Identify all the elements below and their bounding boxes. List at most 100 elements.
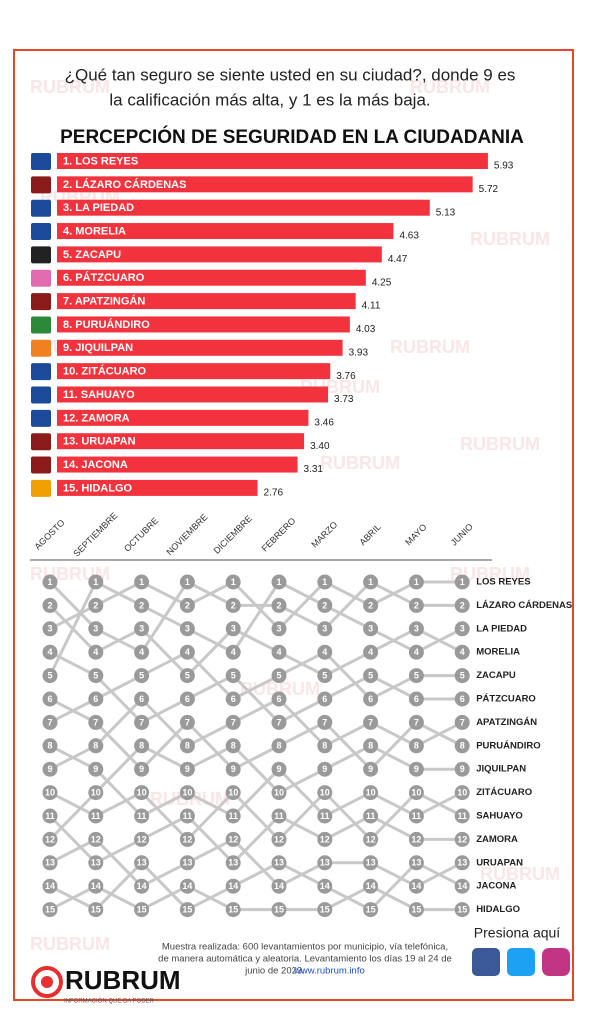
legend-label: PURUÁNDIRO [476,740,540,751]
legend-label: JACONA [476,881,516,892]
rank-number: 9 [414,764,419,774]
rank-number: 12 [91,834,101,844]
value-label: 3.76 [336,371,356,382]
rank-number: 6 [414,694,419,704]
rank-dot [363,831,379,847]
rank-number: 7 [414,717,419,727]
legend-label: LOS REYES [476,577,530,588]
rank-dot [42,691,58,707]
rank-dot [179,831,195,847]
rank-number: 1 [47,577,52,587]
rank-number: 2 [322,600,327,610]
rank-dot [88,855,104,871]
watermark: RUBRUM [480,864,560,884]
value-label: 5.72 [479,184,499,195]
twitter-icon[interactable] [507,948,535,976]
rank-dot [88,644,104,660]
question: ¿Qué tan seguro se siente usted en su ci… [65,65,516,84]
rank-number: 5 [139,670,144,680]
rank-dot [454,902,470,918]
rank-dot [271,574,287,590]
rank-number: 3 [231,624,236,634]
rank-dot [317,714,333,730]
party-logo [31,269,51,287]
legend-label: PÁTZCUARO [476,694,536,705]
rank-number: 3 [93,624,98,634]
rank-number: 1 [139,577,144,587]
rank-dot [271,714,287,730]
rank-dot [317,621,333,637]
rank-number: 11 [457,811,467,821]
rank-dot [317,761,333,777]
rank-number: 9 [47,764,52,774]
rank-line [49,790,463,842]
rank-number: 4 [231,647,236,657]
rank-dot [134,597,150,613]
rank-number: 3 [139,624,144,634]
bar-label: 5. ZACAPU [63,249,121,261]
bar-label: 1. LOS REYES [63,155,138,167]
rank-dot [271,644,287,660]
rank-dot [88,597,104,613]
rank-dot [271,621,287,637]
rank-dot [454,668,470,684]
rank-number: 11 [366,811,376,821]
rank-dot [454,644,470,660]
instagram-icon[interactable] [542,948,570,976]
rank-dot [454,878,470,894]
rank-dot [408,597,424,613]
rank-number: 1 [276,577,281,587]
rank-dot [271,831,287,847]
bar-label: 8. PURUÁNDIRO [63,318,150,331]
rank-dot [88,902,104,918]
facebook-icon[interactable] [472,948,500,976]
month-label: DICIEMBRE [212,513,254,555]
rank-number: 14 [366,881,376,891]
rank-number: 13 [228,858,238,868]
rank-dot [42,785,58,801]
rank-number: 10 [91,787,101,797]
rank-dot [179,668,195,684]
rank-number: 15 [182,904,192,914]
party-logo [31,386,51,404]
rank-dot [225,738,241,754]
rank-number: 5 [414,670,419,680]
rank-number: 13 [274,858,284,868]
rank-number: 3 [322,624,327,634]
rank-number: 10 [411,787,421,797]
rank-number: 13 [457,858,467,868]
bar-label: 14. JACONA [63,459,128,471]
rank-number: 13 [366,858,376,868]
bar [57,293,356,310]
bar [57,269,366,286]
rank-number: 6 [368,694,373,704]
rank-dot [134,668,150,684]
rank-dot [179,808,195,824]
rank-number: 14 [320,881,330,891]
rank-number: 12 [457,834,467,844]
rank-dot [88,831,104,847]
party-logo [31,223,51,241]
rank-dot [363,902,379,918]
rank-number: 5 [322,670,327,680]
rank-dot [42,831,58,847]
rank-dot [317,597,333,613]
rank-number: 14 [137,881,147,891]
rank-number: 2 [47,600,52,610]
rank-number: 14 [45,881,55,891]
rank-dot [42,644,58,660]
bar-label: 11. SAHUAYO [63,389,135,401]
rank-number: 9 [93,764,98,774]
rank-dot [134,574,150,590]
rank-number: 3 [414,624,419,634]
rank-number: 3 [368,624,373,634]
rank-number: 14 [228,881,238,891]
bar-label: 7. APATZINGÁN [63,295,145,308]
link[interactable]: www.rubrum.info [293,966,365,977]
rank-dot [88,714,104,730]
rank-dot [271,597,287,613]
rank-line [48,814,463,865]
value-label: 4.63 [399,231,419,242]
footnote: de manera automática y aleatoria. Levant… [158,954,452,965]
